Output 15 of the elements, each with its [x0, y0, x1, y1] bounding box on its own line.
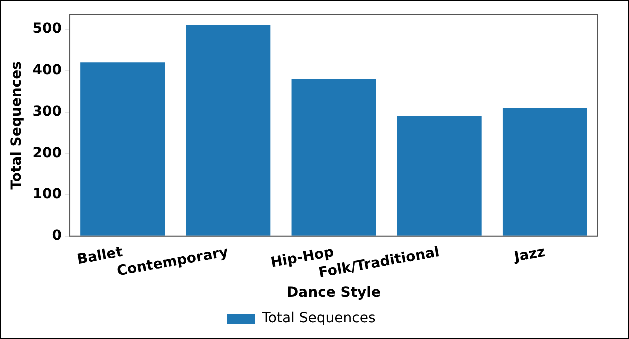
bar: [292, 79, 376, 236]
legend-label: Total Sequences: [261, 310, 376, 327]
x-tick-label: Jazz: [512, 244, 547, 266]
y-tick-label: 0: [52, 228, 62, 244]
y-axis-title: Total Sequences: [9, 62, 26, 190]
bar: [186, 25, 271, 236]
bar: [502, 108, 588, 236]
x-axis-title: Dance Style: [287, 285, 381, 302]
y-tick-label: 500: [32, 21, 62, 38]
bar: [397, 116, 482, 236]
y-tick-label: 300: [32, 104, 62, 120]
bar: [80, 62, 166, 236]
y-tick-label: 100: [32, 186, 62, 203]
y-tick-label: 400: [32, 62, 62, 79]
y-tick-label: 200: [32, 145, 62, 162]
